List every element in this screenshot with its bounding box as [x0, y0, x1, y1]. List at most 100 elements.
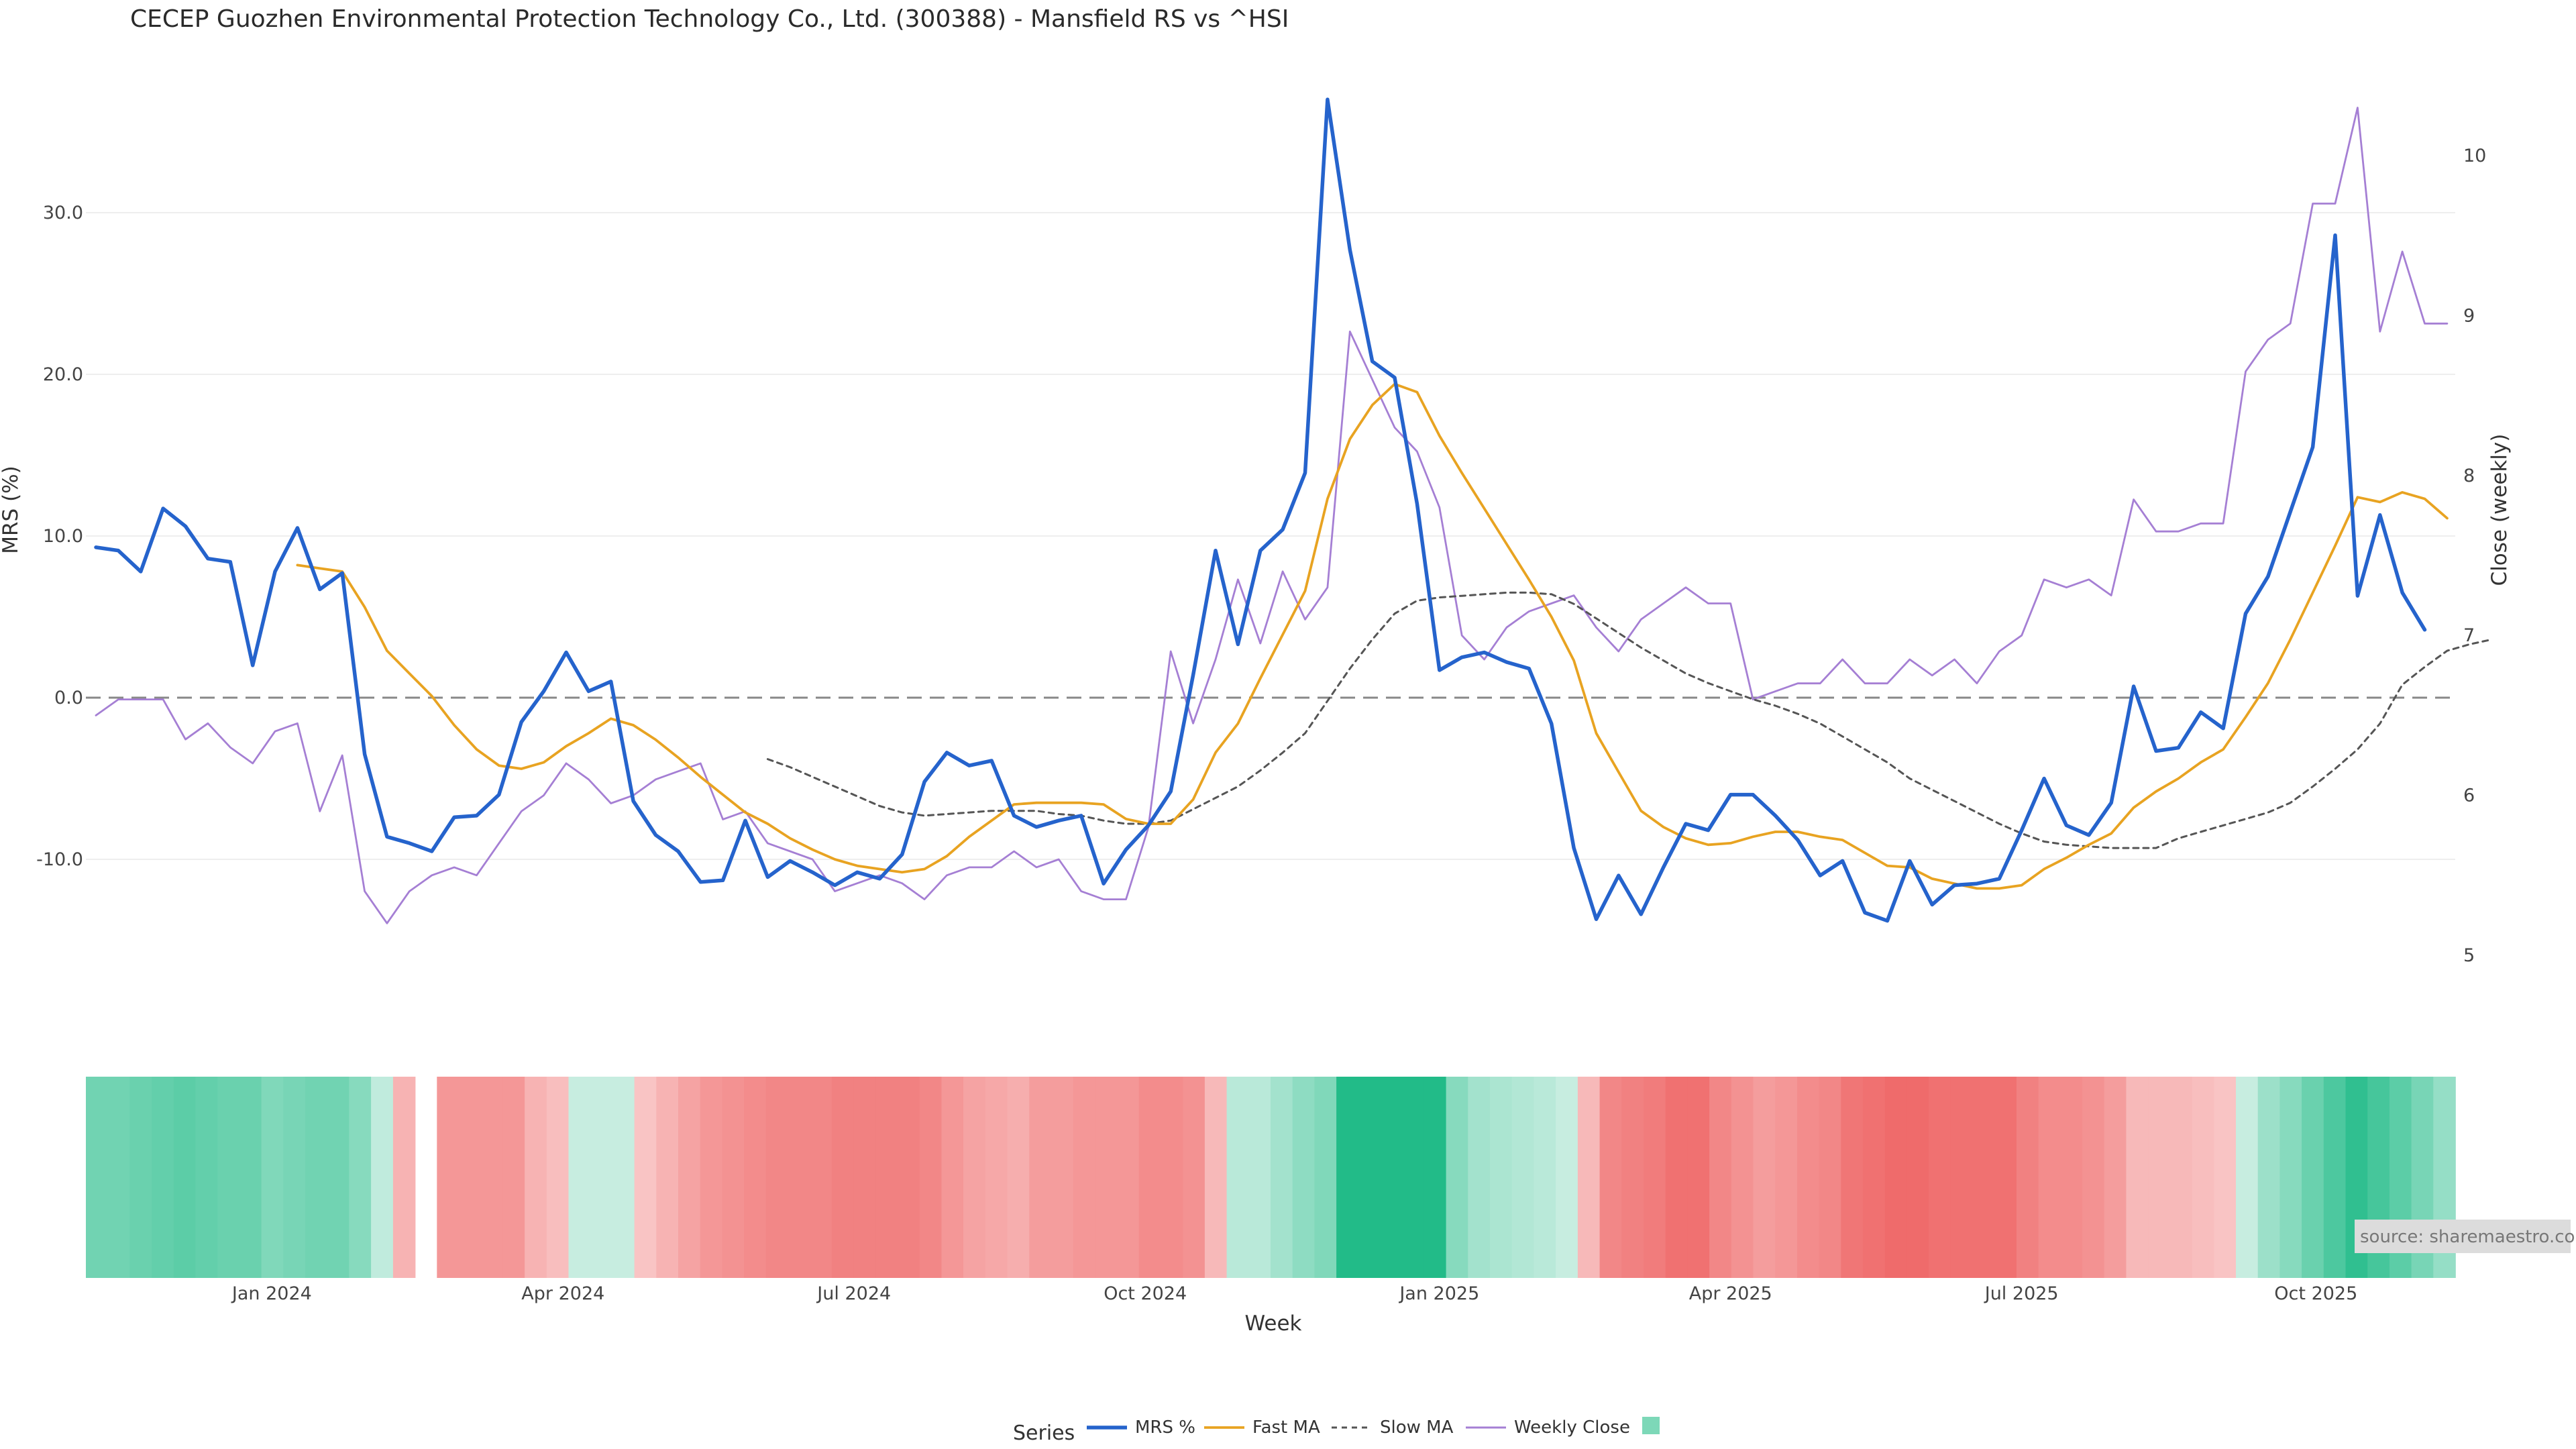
legend-title: Series: [1013, 1421, 1075, 1445]
y-right-tick-label: 10: [2463, 146, 2486, 166]
heatmap-cell: [305, 1077, 328, 1278]
heatmap-cell: [2082, 1077, 2105, 1278]
heatmap-cell: [1577, 1077, 1601, 1278]
heatmap-cell: [1029, 1077, 1052, 1278]
heatmap-cell: [283, 1077, 306, 1278]
heatmap-cell: [2016, 1077, 2039, 1278]
heatmap-cell: [788, 1077, 810, 1278]
heatmap-cell: [480, 1077, 504, 1278]
x-tick-label: Jul 2025: [1984, 1283, 2059, 1304]
x-tick-label: Jan 2025: [1398, 1283, 1479, 1304]
heatmap-cell: [1271, 1077, 1293, 1278]
heatmap-cell: [1511, 1077, 1535, 1278]
heatmap-cell: [502, 1077, 525, 1278]
heatmap-cell: [1117, 1077, 1140, 1278]
heatmap-cell: [831, 1077, 855, 1278]
legend-label: MRS %: [1135, 1417, 1195, 1438]
heatmap-cell: [86, 1077, 109, 1278]
plot-series: [94, 97, 2493, 924]
heatmap-cell: [700, 1077, 723, 1278]
heatmap-cell: [1796, 1077, 1820, 1278]
x-tick-label: Oct 2025: [2274, 1283, 2357, 1304]
heatmap-cell: [1709, 1077, 1732, 1278]
heatmap-cell: [437, 1077, 460, 1278]
left-axis-ticks: 30.0 20.0 10.0 0.0 -10.0: [36, 203, 83, 870]
heatmap-cell: [898, 1077, 920, 1278]
heatmap-cell: [1490, 1077, 1513, 1278]
heatmap-cell: [525, 1077, 547, 1278]
heatmap-cell: [568, 1077, 591, 1278]
heatmap-cell: [1183, 1077, 1205, 1278]
y-left-tick-label: 10.0: [43, 526, 83, 547]
heatmap-cell: [810, 1077, 833, 1278]
y-right-tick-label: 7: [2463, 625, 2475, 646]
heatmap-cell: [1424, 1077, 1447, 1278]
heatmap-cell: [195, 1077, 218, 1278]
heatmap-cell: [765, 1077, 789, 1278]
heatmap-cell: [1248, 1077, 1271, 1278]
heatmap-cell: [1994, 1077, 2017, 1278]
heatmap-cell: [1841, 1077, 1864, 1278]
heatmap-cell: [152, 1077, 174, 1278]
heatmap-cell: [1972, 1077, 1995, 1278]
heatmap-cell: [1468, 1077, 1491, 1278]
heatmap-cell: [1884, 1077, 1908, 1278]
heatmap-cell: [1731, 1077, 1754, 1278]
series-line-fast-ma: [296, 382, 2449, 890]
source-watermark: source: sharemaestro.com: [2360, 1227, 2576, 1247]
y-right-tick-label: 5: [2463, 945, 2475, 966]
heatmap-cell: [1358, 1077, 1381, 1278]
heatmap-cell: [1644, 1077, 1666, 1278]
series-line-slow-ma: [766, 591, 2493, 849]
y-left-tick-label: -10.0: [36, 849, 83, 870]
heatmap-cell: [2257, 1077, 2281, 1278]
heatmap-cell: [1095, 1077, 1118, 1278]
heatmap-cell: [1161, 1077, 1183, 1278]
heatmap-cell: [1863, 1077, 1886, 1278]
x-axis-title: Week: [1245, 1311, 1302, 1336]
heatmap-cell: [2302, 1077, 2324, 1278]
heatmap-cell: [173, 1077, 197, 1278]
heatmap-cell: [371, 1077, 394, 1278]
heatmap-cell: [612, 1077, 635, 1278]
heatmap-cell: [2060, 1077, 2083, 1278]
heatmap-cell: [1051, 1077, 1074, 1278]
x-tick-label: Oct 2024: [1104, 1283, 1187, 1304]
heatmap-cell: [2104, 1077, 2127, 1278]
heatmap-cell: [1226, 1077, 1250, 1278]
heatmap-cell: [349, 1077, 372, 1278]
heatmap-cell: [722, 1077, 745, 1278]
heatmap-cell: [2214, 1077, 2237, 1278]
source-watermark-box: [2355, 1220, 2571, 1253]
heatmap-cell: [1380, 1077, 1403, 1278]
heatmap-cell: [1402, 1077, 1425, 1278]
heatmap-cell: [1753, 1077, 1776, 1278]
y-left-axis-title: MRS (%): [0, 466, 23, 553]
heatmap-cell: [744, 1077, 767, 1278]
heatmap-cell: [2279, 1077, 2302, 1278]
heatmap-cell: [392, 1077, 416, 1278]
heatmap-cell: [941, 1077, 964, 1278]
heatmap-cell: [678, 1077, 701, 1278]
heatmap-cell: [1621, 1077, 1644, 1278]
heatmap-cell: [1687, 1077, 1710, 1278]
heatmap-cell: [1336, 1077, 1359, 1278]
heatmap-cell: [239, 1077, 262, 1278]
legend-label: Fast MA: [1252, 1417, 1320, 1438]
heatmap-cell: [875, 1077, 898, 1278]
heatmap-cell: [1073, 1077, 1096, 1278]
heatmap-cell: [985, 1077, 1008, 1278]
heatmap-cell: [2236, 1077, 2259, 1278]
heatmap-cell: [1819, 1077, 1842, 1278]
heatmap-cell: [590, 1077, 613, 1278]
heatmap-cell: [1292, 1077, 1316, 1278]
heatmap-cell: [2192, 1077, 2215, 1278]
heatmap-cell: [217, 1077, 240, 1278]
heatmap-cell: [107, 1077, 131, 1278]
heatmap-cell: [1665, 1077, 1688, 1278]
x-axis-ticks: Jan 2024 Apr 2024 Jul 2024 Oct 2024 Jan 2025…: [231, 1283, 2357, 1304]
legend-label: Slow MA: [1380, 1417, 1454, 1438]
y-right-axis-title: Close (weekly): [2487, 434, 2512, 586]
heatmap-cell: [546, 1077, 570, 1278]
series-line-weekly-close: [95, 107, 2449, 924]
